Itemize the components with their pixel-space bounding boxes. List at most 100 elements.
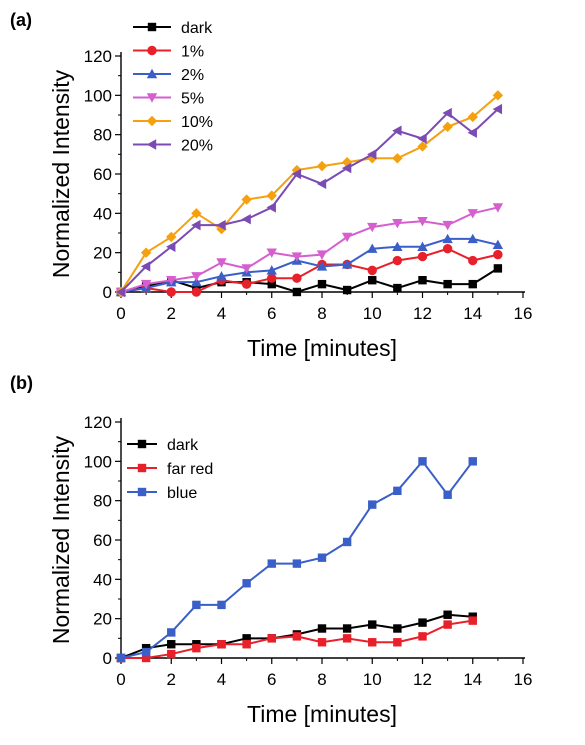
y-tick-label: 100 [84,452,112,471]
legend: dark 1% 2% 5% 10% 20% [133,20,213,155]
legend-label: dark [167,437,199,454]
legend-item: 10% [133,114,213,131]
x-tick-label: 12 [413,670,432,689]
data-point [493,249,503,260]
data-point [167,649,176,659]
y-tick-label: 20 [93,244,112,263]
legend-label: 20% [181,138,213,155]
data-point [418,632,427,641]
data-point [216,219,226,231]
data-point [367,243,378,253]
data-point [393,486,402,496]
data-point [443,279,452,289]
data-point [492,239,504,249]
x-tick-label: 10 [363,304,382,323]
data-point [141,647,151,657]
y-tick-label: 0 [103,283,112,302]
data-point [192,600,201,610]
data-point [341,162,352,174]
data-point [442,233,453,244]
data-point [267,634,276,643]
data-point [191,276,202,287]
legend-item: blue [127,485,197,502]
data-point [166,287,176,297]
data-point [266,190,277,201]
data-point [342,537,352,547]
legend-label: blue [167,485,197,502]
data-point [342,624,352,633]
x-tick-label: 2 [167,304,176,323]
series-10- [115,90,504,298]
x-tick-label: 14 [463,304,482,323]
data-point [241,279,252,289]
data-point [467,233,478,244]
data-point [166,231,177,243]
legend-label: far red [167,461,213,478]
legend-swatch-marker [146,139,157,150]
data-point [140,247,152,258]
legend-swatch-marker [146,115,158,127]
data-point [191,287,202,297]
x-tick-label: 4 [217,304,226,323]
data-point [468,255,478,266]
series-line [120,94,499,293]
data-point [392,153,403,164]
legend-swatch-marker [137,463,147,473]
data-point [418,618,427,627]
legend-label: 5% [181,91,204,108]
data-point [191,272,202,282]
data-point [367,149,377,160]
data-point [443,620,452,629]
data-point [368,638,377,647]
data-point [291,168,302,180]
data-point [166,276,177,286]
data-point [492,90,504,101]
data-point [342,285,352,295]
data-point [417,251,428,262]
data-point [442,121,453,132]
legend-label: dark [181,20,213,37]
y-tick-label: 40 [93,570,112,589]
x-tick-label: 2 [167,670,176,689]
data-point [368,620,377,629]
data-point [292,559,302,568]
data-point [493,264,503,273]
data-point [317,553,327,562]
data-point [242,634,251,643]
data-point [392,218,403,229]
x-tick-label: 8 [317,304,326,323]
x-axis-title: Time [minutes] [247,335,397,361]
legend-swatch-marker [137,487,147,497]
legend-label: 2% [181,67,204,84]
data-point [442,107,452,119]
legend: dark far red blue [127,437,213,502]
data-point [368,276,377,285]
data-point [241,264,252,274]
data-point [166,241,176,252]
data-point [266,265,277,275]
series-line [120,206,499,293]
data-point [316,250,328,260]
y-tick-label: 60 [93,165,112,184]
data-point [115,286,126,298]
data-point [292,632,302,641]
x-axis-title: Time [minutes] [247,701,397,727]
legend-item: 20% [133,138,213,155]
y-tick-label: 20 [93,610,112,629]
data-point [468,457,477,466]
data-point [393,624,402,633]
y-axis-title: Normalized Intensity [48,69,74,278]
data-point [442,220,453,231]
panel-label: (a) [10,10,32,30]
data-point [140,261,151,272]
data-point [140,279,152,290]
data-point [116,653,126,663]
data-point [242,640,251,649]
x-tick-label: 4 [217,670,226,689]
legend-item: 2% [133,67,204,84]
x-tick-label: 0 [116,304,125,323]
data-point [443,610,452,619]
y-tick-label: 40 [93,204,112,223]
data-point [191,208,202,219]
